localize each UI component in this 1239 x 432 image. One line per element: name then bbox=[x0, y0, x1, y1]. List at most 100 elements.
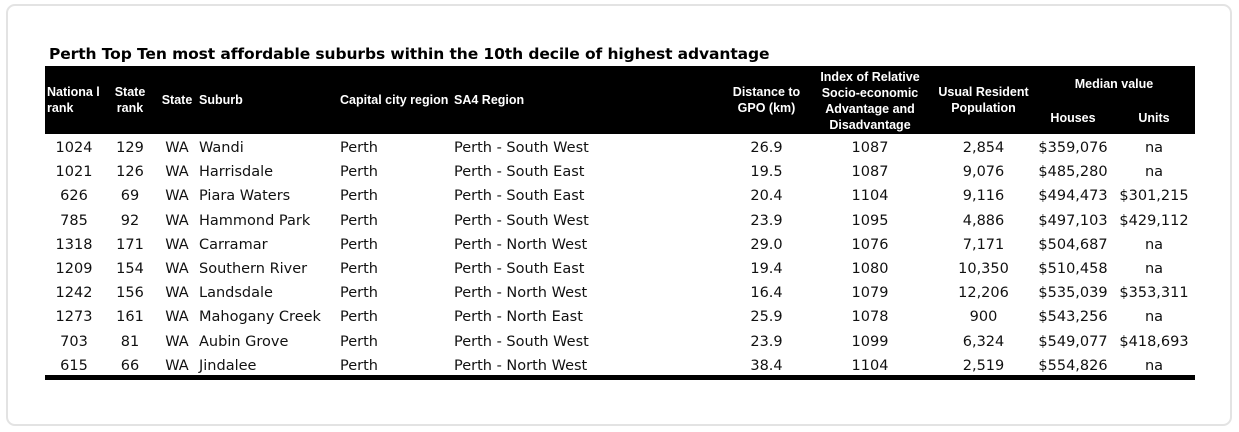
cell-median-units: $429,112 bbox=[1119, 212, 1189, 229]
table-row: 1273 161 WA Mahogany Creek Perth Perth - Nort… bbox=[45, 305, 1195, 329]
cell-suburb: Wandi bbox=[199, 140, 244, 157]
cell-national-rank: 703 bbox=[60, 333, 88, 350]
cell-distance: 19.4 bbox=[750, 261, 783, 278]
cell-capital-city-region: Perth bbox=[340, 140, 378, 157]
cell-population: 10,350 bbox=[958, 261, 1009, 278]
cell-median-units: na bbox=[1144, 309, 1164, 326]
cell-index: 1104 bbox=[851, 357, 889, 374]
cell-median-units: $301,215 bbox=[1119, 188, 1189, 205]
cell-sa4-region: Perth - North West bbox=[454, 357, 588, 374]
cell-capital-city-region: Perth bbox=[340, 236, 378, 253]
cell-index: 1104 bbox=[851, 188, 889, 205]
header-state-rank: State rank bbox=[103, 66, 157, 134]
table-row: 1024 129 WA Wandi Perth Perth - South West 26.… bbox=[45, 134, 1195, 160]
header-suburb: Suburb bbox=[197, 66, 338, 134]
cell-median-units: na bbox=[1144, 140, 1164, 157]
cell-population: 6,324 bbox=[962, 333, 1005, 350]
header-median-value: Median value bbox=[1033, 66, 1195, 102]
cell-national-rank: 785 bbox=[60, 212, 88, 229]
header-index: Index of Relative Socio-economic Advanta… bbox=[806, 66, 934, 134]
header-national-rank: Nationa l rank bbox=[45, 66, 103, 134]
cell-index: 1099 bbox=[851, 333, 889, 350]
cell-capital-city-region: Perth bbox=[340, 164, 378, 181]
cell-sa4-region: Perth - South East bbox=[454, 188, 585, 205]
cell-distance: 16.4 bbox=[750, 285, 783, 302]
cell-national-rank: 1273 bbox=[55, 309, 93, 326]
cell-state-rank: 126 bbox=[116, 164, 144, 181]
header-units: Units bbox=[1113, 102, 1195, 134]
cell-median-units: na bbox=[1144, 164, 1164, 181]
cell-state-rank: 66 bbox=[120, 357, 140, 374]
cell-state-rank: 129 bbox=[116, 140, 144, 157]
cell-sa4-region: Perth - North East bbox=[454, 309, 583, 326]
cell-population: 2,519 bbox=[962, 357, 1005, 374]
cell-median-houses: $497,103 bbox=[1038, 212, 1108, 229]
cell-population: 4,886 bbox=[962, 212, 1005, 229]
cell-state: WA bbox=[165, 357, 189, 374]
cell-sa4-region: Perth - North West bbox=[454, 236, 588, 253]
cell-suburb: Mahogany Creek bbox=[199, 309, 321, 326]
cell-suburb: Harrisdale bbox=[199, 164, 274, 181]
cell-median-houses: $359,076 bbox=[1038, 140, 1108, 157]
cell-capital-city-region: Perth bbox=[340, 212, 378, 229]
table-row: 785 92 WA Hammond Park Perth Perth - South We… bbox=[45, 209, 1195, 233]
cell-population: 9,076 bbox=[962, 164, 1005, 181]
cell-state: WA bbox=[165, 309, 189, 326]
cell-median-houses: $554,826 bbox=[1038, 357, 1108, 374]
cell-national-rank: 1024 bbox=[55, 140, 93, 157]
table-row: 615 66 WA Jindalee Perth Perth - North West 38… bbox=[45, 354, 1195, 378]
table-row: 1209 154 WA Southern River Perth Perth - Sout… bbox=[45, 257, 1195, 281]
cell-median-units: na bbox=[1144, 357, 1164, 374]
table-row: 626 69 WA Piara Waters Perth Perth - South Ea… bbox=[45, 184, 1195, 208]
cell-suburb: Southern River bbox=[199, 261, 308, 278]
cell-sa4-region: Perth - South East bbox=[454, 164, 585, 181]
cell-national-rank: 615 bbox=[60, 357, 88, 374]
cell-suburb: Piara Waters bbox=[199, 188, 291, 205]
cell-median-houses: $549,077 bbox=[1038, 333, 1108, 350]
header-capital-city-region: Capital city region bbox=[338, 66, 452, 134]
cell-sa4-region: Perth - South West bbox=[454, 140, 589, 157]
cell-sa4-region: Perth - North West bbox=[454, 285, 588, 302]
cell-median-houses: $535,039 bbox=[1038, 285, 1108, 302]
cell-population: 7,171 bbox=[962, 236, 1005, 253]
cell-state: WA bbox=[165, 261, 189, 278]
cell-median-units: $353,311 bbox=[1119, 285, 1189, 302]
cell-median-houses: $504,687 bbox=[1038, 236, 1108, 253]
table-body: 1024 129 WA Wandi Perth Perth - South West 26.… bbox=[45, 134, 1195, 378]
cell-suburb: Aubin Grove bbox=[199, 333, 289, 350]
cell-population: 12,206 bbox=[958, 285, 1009, 302]
cell-sa4-region: Perth - South West bbox=[454, 333, 589, 350]
cell-index: 1087 bbox=[851, 140, 889, 157]
cell-median-units: na bbox=[1144, 236, 1164, 253]
cell-index: 1080 bbox=[851, 261, 889, 278]
cell-suburb: Jindalee bbox=[199, 357, 257, 374]
header-houses: Houses bbox=[1033, 102, 1113, 134]
cell-national-rank: 626 bbox=[60, 188, 88, 205]
cell-sa4-region: Perth - South West bbox=[454, 212, 589, 229]
cell-national-rank: 1021 bbox=[55, 164, 93, 181]
cell-state: WA bbox=[165, 164, 189, 181]
cell-distance: 26.9 bbox=[750, 140, 783, 157]
cell-state: WA bbox=[165, 236, 189, 253]
cell-state: WA bbox=[165, 212, 189, 229]
table-row: 1021 126 WA Harrisdale Perth Perth - South Ea… bbox=[45, 160, 1195, 184]
table-bottom-rule bbox=[45, 375, 1195, 380]
cell-median-units: $418,693 bbox=[1119, 333, 1189, 350]
cell-index: 1095 bbox=[851, 212, 889, 229]
header-state: State bbox=[157, 66, 197, 134]
cell-distance: 19.5 bbox=[750, 164, 783, 181]
cell-median-houses: $485,280 bbox=[1038, 164, 1108, 181]
cell-index: 1076 bbox=[851, 236, 889, 253]
cell-state: WA bbox=[165, 140, 189, 157]
cell-median-houses: $494,473 bbox=[1038, 188, 1108, 205]
cell-national-rank: 1318 bbox=[55, 236, 93, 253]
cell-capital-city-region: Perth bbox=[340, 309, 378, 326]
cell-capital-city-region: Perth bbox=[340, 261, 378, 278]
cell-index: 1078 bbox=[851, 309, 889, 326]
cell-median-houses: $510,458 bbox=[1038, 261, 1108, 278]
table-row: 1242 156 WA Landsdale Perth Perth - North Wes… bbox=[45, 281, 1195, 305]
cell-suburb: Hammond Park bbox=[199, 212, 311, 229]
suburbs-table-container: Nationa l rank State rank State Suburb C… bbox=[45, 66, 1195, 378]
cell-sa4-region: Perth - South East bbox=[454, 261, 585, 278]
cell-suburb: Landsdale bbox=[199, 285, 273, 302]
